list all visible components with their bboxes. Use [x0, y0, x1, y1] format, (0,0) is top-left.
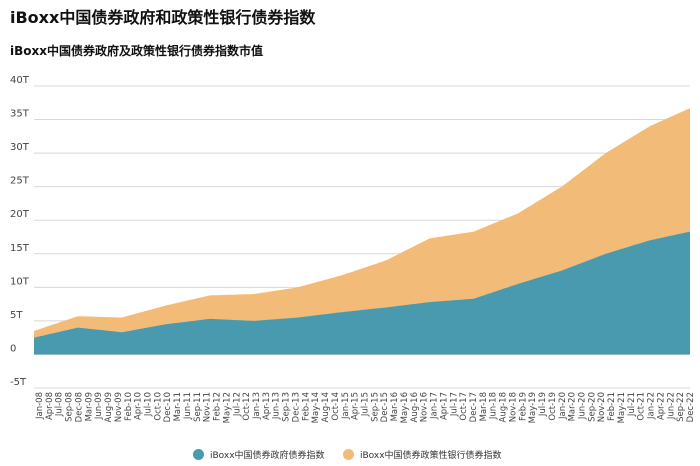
y-tick-label: 20T [10, 209, 30, 220]
x-tick-label: Aug-14 [321, 392, 331, 422]
x-tick-label: Feb-10 [124, 392, 134, 421]
x-tick-label: Aug-18 [499, 392, 509, 422]
x-tick-label: Jan-22 [647, 392, 657, 420]
x-tick-label: Jun-09 [94, 392, 104, 420]
x-tick-label: Aug-09 [104, 392, 114, 422]
y-tick-label: 0 [10, 343, 16, 354]
page-title: iBoxx中国债券政府和政策性银行债券指数 [10, 8, 316, 27]
x-tick-label: Jan-08 [35, 392, 45, 420]
x-tick-label: Oct-10 [153, 392, 163, 421]
y-tick-label: 15T [10, 243, 30, 254]
x-tick-label: Dec-10 [163, 392, 173, 422]
x-tick-label: Mar-16 [390, 392, 400, 421]
y-tick-label: 10T [10, 276, 30, 287]
y-tick-label: 35T [10, 109, 30, 120]
x-tick-label: Oct-14 [331, 392, 341, 421]
x-tick-label: Oct-12 [242, 392, 252, 421]
x-tick-label: Dec-08 [74, 392, 84, 422]
x-tick-label: Sep-11 [193, 392, 203, 422]
x-tick-label: Mar-20 [568, 392, 578, 421]
x-tick-label: Oct-17 [459, 392, 469, 421]
x-tick-label: Sep-22 [676, 392, 686, 422]
x-tick-label: May-12 [222, 392, 232, 423]
x-tick-label: Apr-22 [656, 392, 666, 420]
x-tick-label: Apr-13 [262, 392, 272, 420]
x-tick-label: Nov-16 [420, 392, 430, 422]
x-tick-label: Sep-15 [370, 392, 380, 422]
x-tick-label: May-21 [617, 392, 627, 423]
x-tick-label: Jun-13 [272, 392, 282, 420]
x-tick-label: Dec-15 [380, 392, 390, 422]
x-tick-label: Jan-17 [430, 392, 440, 420]
x-tick-label: Mar-18 [479, 392, 489, 421]
legend-marker-policy-bank [343, 449, 354, 460]
y-tick-label: 25T [10, 176, 30, 187]
x-tick-label: Dec-22 [686, 392, 696, 422]
x-tick-label: Dec-17 [469, 392, 479, 422]
x-tick-label: Apr-15 [351, 392, 361, 420]
x-tick-label: Jul-15 [361, 392, 371, 417]
legend-label-government: iBoxx中国债券政府债券指数 [210, 451, 325, 461]
x-tick-label: Jun-18 [489, 392, 499, 420]
x-tick-label: Feb-19 [518, 392, 528, 421]
x-tick-label: May-16 [400, 392, 410, 423]
x-tick-label: Apr-17 [439, 392, 449, 420]
x-tick-label: Jan-15 [341, 392, 351, 420]
x-tick-label: Jan-13 [252, 392, 262, 420]
y-tick-label: 40T [10, 75, 30, 86]
x-tick-label: Nov-20 [597, 392, 607, 422]
x-tick-label: Apr-08 [45, 392, 55, 420]
legend-marker-government [193, 449, 204, 460]
x-tick-label: Mar-11 [173, 392, 183, 421]
x-tick-label: Nov-18 [508, 392, 518, 422]
x-tick-label: Sep-13 [282, 392, 292, 422]
x-tick-label: Jun-20 [578, 392, 588, 420]
y-tick-label: -5T [10, 377, 27, 388]
x-tick-label: Feb-12 [213, 392, 223, 421]
legend-label-policy-bank: iBoxx中国债券政策性银行债券指数 [360, 451, 502, 461]
x-tick-label: Feb-14 [301, 392, 311, 421]
x-tick-label: Jul-12 [232, 392, 242, 417]
legend-item-policy-bank[interactable]: iBoxx中国债券政策性银行债券指数 [343, 448, 502, 461]
series-area-government [34, 231, 690, 355]
x-tick-label: May-19 [528, 392, 538, 423]
x-tick-label: Jan-20 [558, 392, 568, 420]
chart-legend: iBoxx中国债券政府债券指数 iBoxx中国债券政策性银行债券指数 [0, 448, 700, 464]
x-tick-label: Oct-19 [548, 392, 558, 421]
x-tick-label: Jul-10 [144, 392, 154, 417]
y-tick-label: 30T [10, 142, 30, 153]
x-tick-label: Sep-08 [65, 392, 75, 422]
x-tick-label: Apr-10 [134, 392, 144, 420]
x-tick-label: Mar-09 [84, 392, 94, 421]
x-tick-label: Jul-19 [538, 392, 548, 417]
y-tick-label: 5T [10, 310, 23, 321]
chart-title: iBoxx中国债券政府及政策性银行债券指数市值 [10, 44, 263, 58]
x-tick-label: Jun-11 [183, 392, 193, 420]
x-tick-label: May-14 [311, 392, 321, 423]
x-tick-label: Nov-09 [114, 392, 124, 422]
x-tick-label: Aug-16 [410, 392, 420, 422]
legend-item-government[interactable]: iBoxx中国债券政府债券指数 [193, 448, 325, 461]
x-tick-label: Oct-21 [637, 392, 647, 421]
x-tick-label: Jul-08 [55, 392, 65, 417]
x-tick-label: Feb-21 [607, 392, 617, 421]
x-tick-label: Nov-11 [203, 392, 213, 422]
x-tick-label: Jul-21 [627, 392, 637, 417]
x-tick-label: Jul-17 [449, 392, 459, 417]
x-tick-label: Sep-20 [587, 392, 597, 422]
x-tick-label: Jun-22 [666, 392, 676, 420]
x-tick-label: Dec-13 [291, 392, 301, 422]
